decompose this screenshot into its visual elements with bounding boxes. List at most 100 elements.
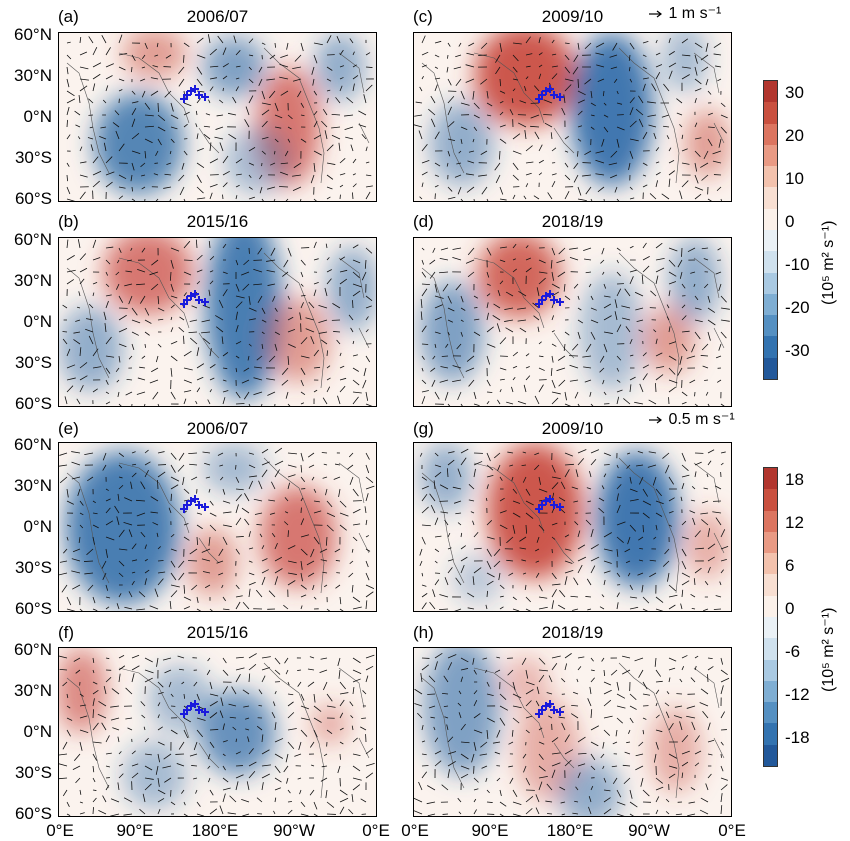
wind-vector: [196, 66, 203, 75]
colorbar-tick-label: 20: [785, 126, 804, 145]
wind-vector: [320, 339, 328, 345]
wind-vector: [92, 797, 97, 803]
wind-vector: [292, 66, 302, 70]
wind-vector: [79, 347, 82, 357]
wind-vector: [536, 686, 540, 695]
colorbar-tick-label: 0: [785, 212, 795, 231]
wind-vector: [512, 813, 522, 816]
wind-vector: [312, 584, 315, 590]
wind-vector: [274, 657, 281, 665]
wind-vector: [313, 366, 321, 369]
wind-vector: [92, 698, 95, 707]
panel-g-title: 2009/10: [541, 419, 604, 438]
wind-vector: [201, 558, 211, 562]
wind-vector: [597, 78, 605, 83]
track-marker: [546, 290, 554, 298]
wind-vector: [534, 131, 540, 140]
wind-vector: [339, 49, 344, 56]
wind-vector: [282, 271, 289, 277]
wind-vector: [577, 78, 579, 88]
wind-vector: [222, 740, 228, 743]
wind-vector: [663, 83, 670, 92]
wind-vector: [139, 295, 146, 304]
wind-vector: [235, 283, 240, 292]
wind-vector: [351, 548, 354, 553]
wind-vector: [551, 522, 558, 526]
wind-vector: [222, 777, 229, 783]
wind-vector: [92, 388, 98, 393]
wind-vector: [270, 247, 276, 256]
wind-vector: [300, 391, 306, 395]
wind-vector: [115, 283, 120, 290]
wind-vector: [170, 114, 179, 119]
wind-vector: [131, 186, 133, 192]
wind-vector: [616, 521, 626, 526]
wind-vector: [196, 524, 203, 530]
wind-vector: [486, 717, 496, 723]
wind-vector: [525, 488, 531, 496]
wind-vector: [564, 42, 570, 45]
wind-vector: [525, 796, 534, 803]
wind-vector: [169, 150, 172, 155]
wind-vector: [253, 377, 263, 381]
wind-vector: [538, 144, 543, 152]
wind-vector: [460, 765, 470, 770]
wind-vector: [679, 355, 683, 365]
wind-vector: [690, 593, 696, 598]
wind-vector: [169, 600, 172, 610]
wind-vector: [457, 468, 462, 478]
wind-vector: [460, 545, 467, 550]
wind-vector: [245, 728, 250, 731]
wind-vector: [196, 133, 199, 140]
wind-vector: [79, 174, 88, 178]
wind-vector: [621, 305, 631, 309]
wind-vector: [196, 813, 205, 816]
wind-vector: [59, 753, 68, 756]
wind-vector: [88, 335, 94, 345]
wind-vector: [676, 98, 683, 104]
wind-vector: [668, 667, 676, 671]
wind-vector: [442, 692, 449, 695]
wind-vector: [352, 753, 361, 757]
negative-anomaly: [579, 272, 644, 391]
wind-vector: [668, 326, 671, 333]
wind-vector: [629, 789, 633, 799]
wind-vector: [170, 729, 178, 735]
wind-vector: [460, 773, 469, 779]
wind-vector: [414, 810, 423, 815]
wind-vector: [471, 753, 475, 763]
wind-vector: [524, 130, 527, 140]
wind-vector: [248, 95, 254, 104]
wind-vector: [155, 150, 159, 156]
wind-vector: [209, 500, 214, 506]
wind-vector: [163, 186, 172, 189]
wind-vector: [642, 693, 651, 696]
wind-vector: [105, 548, 108, 558]
wind-vector: [191, 476, 198, 481]
wind-vector: [335, 97, 341, 104]
wind-vector: [434, 77, 441, 80]
wind-vector: [308, 464, 315, 468]
wind-vector: [66, 596, 72, 606]
wind-vector: [283, 765, 289, 773]
wind-vector: [151, 259, 159, 266]
wind-vector: [261, 109, 270, 116]
wind-vector: [105, 294, 112, 297]
wind-vector: [642, 352, 647, 357]
negative-anomaly: [662, 33, 708, 93]
wind-vector: [447, 662, 453, 671]
wind-vector: [125, 391, 133, 396]
wind-vector: [602, 379, 605, 385]
wind-vector: [157, 318, 164, 321]
wind-vector: [444, 519, 449, 526]
wind-vector: [339, 727, 344, 731]
wind-vector: [523, 384, 527, 393]
wind-vector: [222, 289, 228, 297]
wind-vector: [694, 461, 702, 466]
wind-vector: [499, 42, 503, 52]
wind-vector: [694, 162, 698, 172]
wind-vector: [447, 736, 454, 743]
wind-vector: [421, 367, 424, 372]
wind-vector: [266, 259, 276, 262]
wind-vector: [551, 600, 554, 610]
